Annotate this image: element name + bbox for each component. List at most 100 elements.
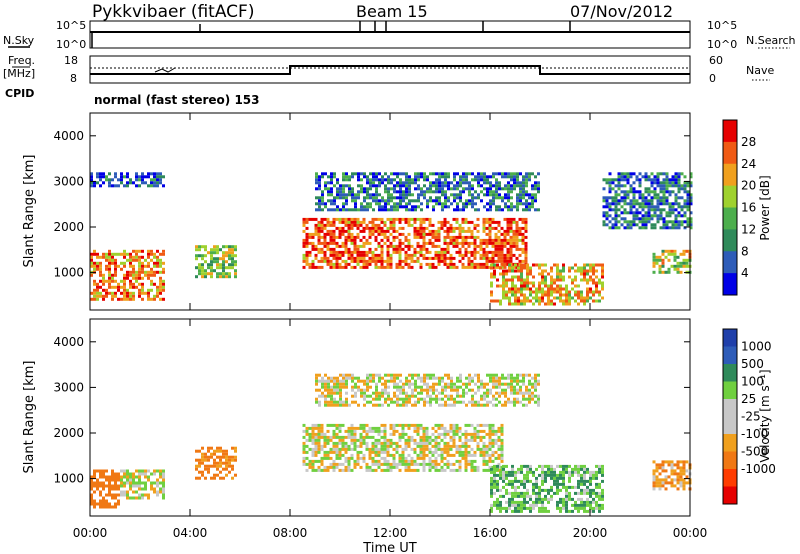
echo-cell	[450, 202, 453, 206]
echo-cell	[348, 184, 351, 188]
echo-cell	[494, 235, 498, 239]
echo-cell	[467, 226, 471, 230]
echo-cell	[144, 472, 147, 476]
echo-cell	[509, 244, 513, 248]
echo-cell	[386, 250, 390, 254]
echo-cell	[345, 376, 348, 380]
echo-cell	[332, 459, 336, 463]
echo-cell	[399, 193, 402, 197]
echo-cell	[132, 273, 135, 277]
echo-cell	[153, 255, 156, 259]
echo-cell	[338, 450, 342, 454]
echo-cell	[375, 184, 378, 188]
echo-cell	[544, 302, 547, 306]
echo-cell	[608, 205, 612, 209]
echo-cell	[473, 465, 477, 469]
echo-cell	[434, 468, 438, 472]
echo-cell	[650, 217, 654, 221]
power-colorbar-segment	[723, 163, 737, 187]
echo-cell	[311, 232, 315, 236]
echo-cell	[659, 208, 663, 212]
echo-cell	[216, 473, 219, 477]
echo-cell	[342, 379, 345, 383]
echo-cell	[129, 496, 132, 500]
echo-cell	[428, 465, 432, 469]
echo-cell	[503, 253, 507, 257]
echo-cell	[335, 444, 339, 448]
echo-cell	[336, 178, 339, 182]
echo-cell	[417, 184, 420, 188]
echo-cell	[510, 202, 513, 206]
echo-cell	[676, 261, 680, 265]
beam-title: Beam 15	[356, 2, 428, 21]
echo-cell	[153, 294, 156, 298]
echo-cell	[219, 470, 222, 474]
echo-cell	[674, 217, 678, 221]
echo-cell	[522, 376, 525, 380]
echo-cell	[371, 426, 375, 430]
echo-cell	[506, 217, 510, 221]
echo-cell	[507, 181, 510, 185]
echo-cell	[327, 190, 330, 194]
echo-cell	[350, 435, 354, 439]
echo-cell	[515, 238, 519, 242]
echo-cell	[90, 172, 93, 176]
echo-cell	[464, 432, 468, 436]
echo-cell	[386, 459, 390, 463]
echo-cell	[375, 385, 378, 389]
echo-cell	[405, 208, 408, 212]
echo-cell	[338, 253, 342, 257]
echo-cell	[336, 376, 339, 380]
echo-cell	[389, 226, 393, 230]
echo-cell	[662, 208, 666, 212]
echo-cell	[544, 281, 547, 285]
echo-cell	[440, 226, 444, 230]
echo-cell	[626, 181, 630, 185]
echo-cell	[126, 490, 129, 494]
echo-cell	[338, 423, 342, 427]
echo-cell	[444, 394, 447, 398]
echo-cell	[493, 467, 496, 471]
echo-cell	[339, 382, 342, 386]
echo-cell	[532, 470, 535, 474]
echo-cell	[362, 250, 366, 254]
echo-cell	[318, 175, 321, 179]
echo-cell	[123, 282, 126, 286]
echo-cell	[335, 217, 339, 221]
echo-cell	[492, 385, 495, 389]
echo-cell	[526, 269, 529, 273]
echo-cell	[668, 205, 672, 209]
echo-cell	[398, 259, 402, 263]
echo-cell	[474, 400, 477, 404]
echo-cell	[586, 485, 589, 489]
echo-cell	[497, 220, 501, 224]
echo-cell	[453, 385, 456, 389]
echo-cell	[464, 444, 468, 448]
echo-cell	[102, 496, 105, 500]
echo-cell	[234, 449, 237, 453]
echo-cell	[480, 397, 483, 401]
echo-cell	[514, 491, 517, 495]
echo-cell	[426, 385, 429, 389]
echo-cell	[525, 184, 528, 188]
echo-cell	[626, 220, 630, 224]
echo-cell	[595, 287, 598, 291]
echo-cell	[497, 429, 501, 433]
echo-cell	[320, 456, 324, 460]
echo-cell	[583, 503, 586, 507]
echo-cell	[502, 476, 505, 480]
echo-cell	[544, 497, 547, 501]
echo-cell	[462, 187, 465, 191]
echo-cell	[389, 262, 393, 266]
echo-cell	[317, 223, 321, 227]
echo-cell	[514, 299, 517, 303]
echo-cell	[574, 263, 577, 267]
echo-cell	[498, 400, 501, 404]
echo-cell	[488, 241, 492, 245]
echo-cell	[519, 400, 522, 404]
echo-cell	[440, 465, 444, 469]
echo-cell	[423, 382, 426, 386]
echo-cell	[517, 275, 520, 279]
echo-cell	[523, 485, 526, 489]
echo-cell	[348, 193, 351, 197]
